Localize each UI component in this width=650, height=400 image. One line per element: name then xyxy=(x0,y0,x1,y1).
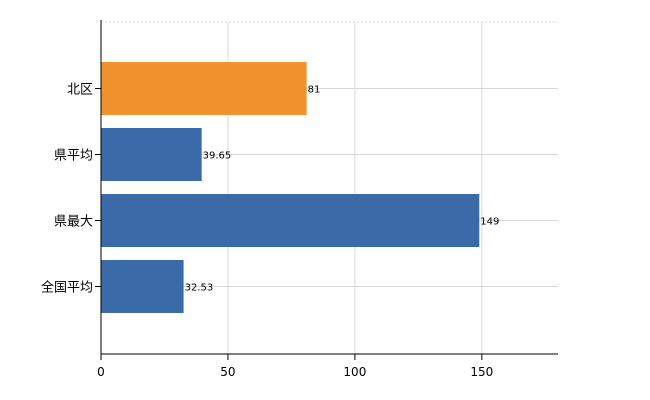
bar-0 xyxy=(101,62,307,115)
data-label-2: 149 xyxy=(480,217,499,228)
data-label-1: 39.65 xyxy=(203,151,232,162)
category-label-1: 県平均 xyxy=(54,149,93,164)
data-label-0: 81 xyxy=(308,85,321,96)
category-label-3: 全国平均 xyxy=(41,280,93,296)
bar-1 xyxy=(101,128,202,181)
bars xyxy=(101,62,480,313)
bar-2 xyxy=(101,194,480,247)
category-label-2: 県最大 xyxy=(54,215,93,230)
axes xyxy=(95,20,558,360)
x-tick-label-3: 150 xyxy=(470,365,493,379)
data-label-3: 32.53 xyxy=(185,283,214,294)
bar-3 xyxy=(101,260,184,313)
x-tick-label-2: 100 xyxy=(343,365,366,379)
x-tick-label-0: 0 xyxy=(97,365,105,379)
category-label-0: 北区 xyxy=(67,83,93,98)
x-tick-label-1: 50 xyxy=(220,365,235,379)
